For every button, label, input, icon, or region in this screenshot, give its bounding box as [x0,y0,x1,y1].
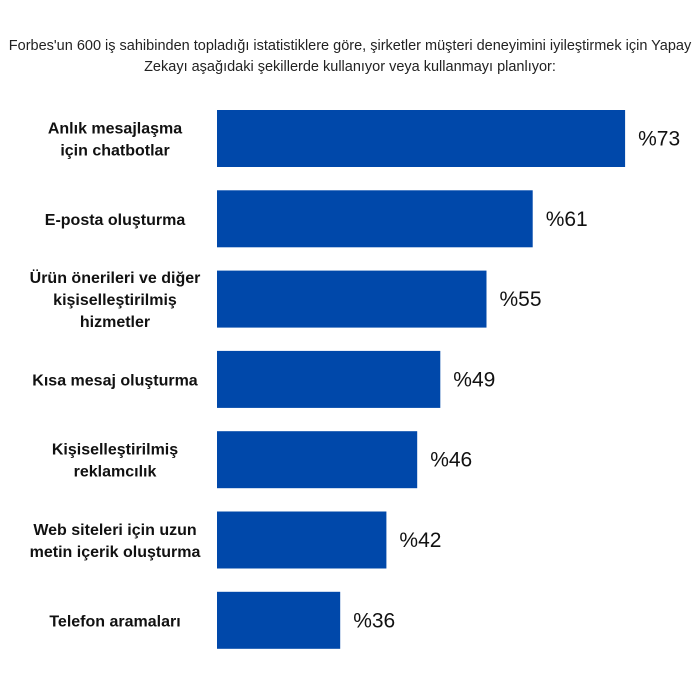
category-label: için chatbotlar [60,143,169,160]
chart-title: Forbes'un 600 iş sahibinden topladığı is… [8,38,692,75]
category-label: Kişiselleştirilmiş [52,442,178,459]
bar [217,511,387,569]
category-label: reklamcılık [74,464,157,481]
value-label: %73 [638,128,680,151]
category-label: kişiselleştirilmiş [53,292,177,309]
category-label: Web siteleri için uzun [33,522,196,539]
value-label: %36 [353,609,395,632]
bar [217,110,626,167]
category-label: metin içerik oluşturma [30,544,201,561]
category-label: E-posta oluşturma [45,212,186,229]
value-label: %49 [453,368,495,391]
value-label: %55 [500,288,542,311]
category-label: Ürün önerileri ve diğer [30,268,201,287]
value-label: %61 [546,208,588,231]
bar [217,431,418,489]
category-label: Telefon aramaları [49,613,180,630]
bar [217,190,533,248]
value-label: %46 [430,449,472,472]
bar [217,350,441,408]
value-label: %42 [399,529,441,552]
category-label: hizmetler [80,314,150,331]
bar [217,270,487,328]
category-label: Anlık mesajlaşma [48,121,182,138]
bar [217,591,341,649]
category-label: Kısa mesaj oluşturma [32,372,198,389]
